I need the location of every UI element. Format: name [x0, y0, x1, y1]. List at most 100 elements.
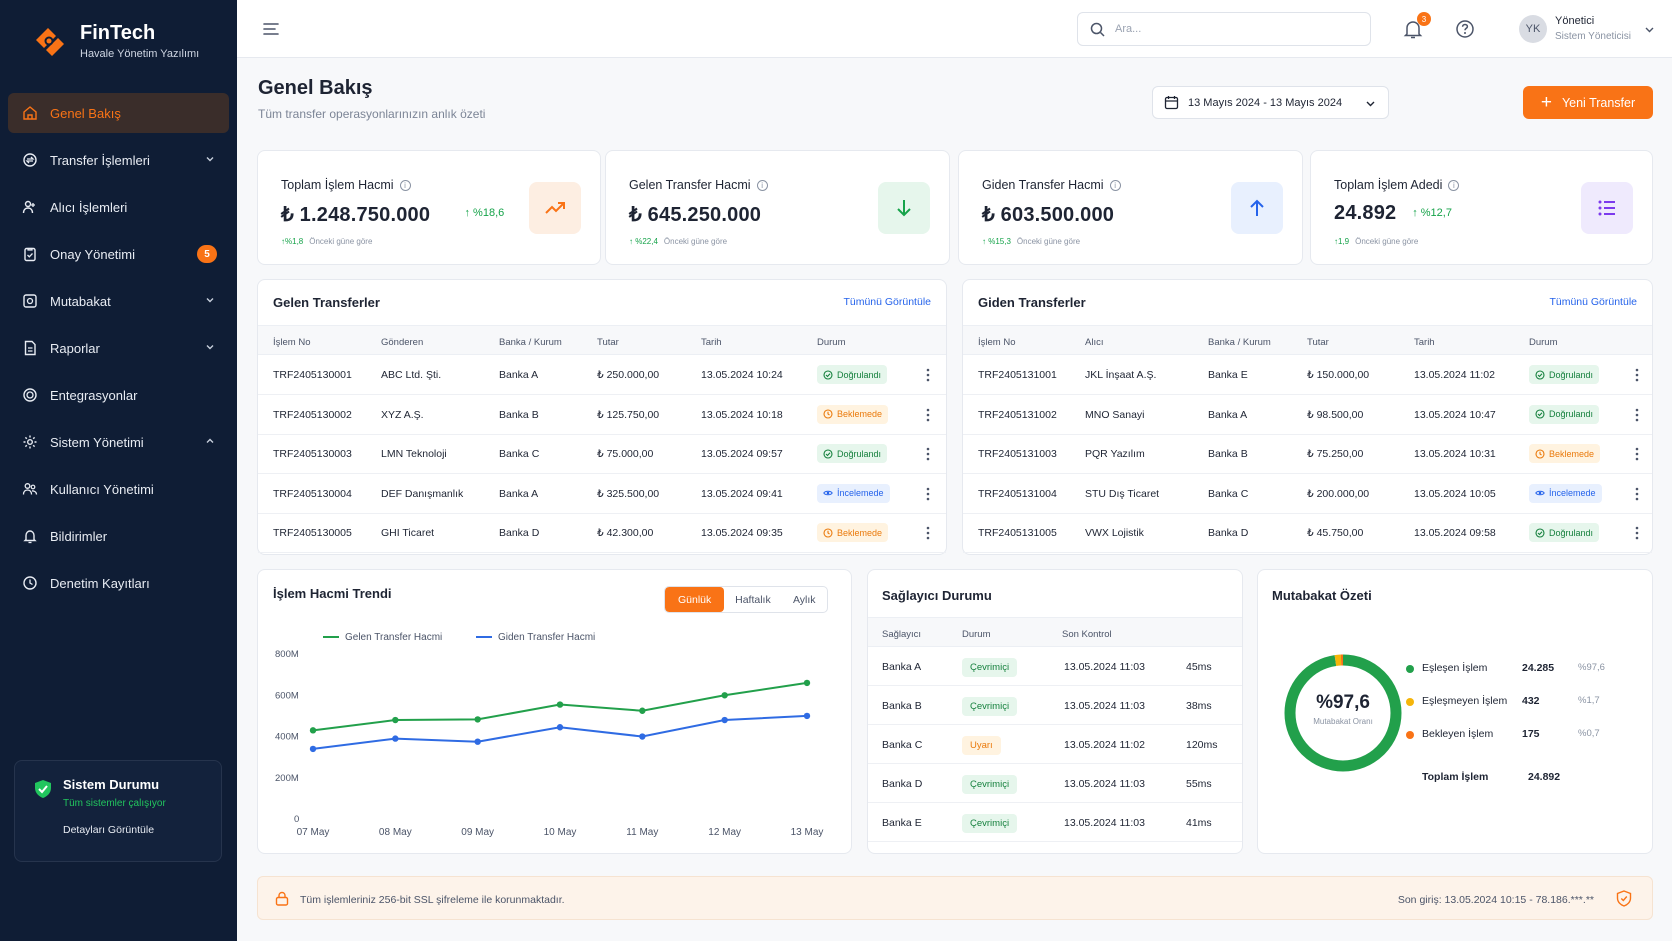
- check-circle-icon: [823, 448, 833, 459]
- row-actions-kebab-icon[interactable]: [926, 446, 930, 462]
- sidebar-item-user-manage[interactable]: Kullanıcı Yönetimi: [8, 469, 229, 509]
- sidebar-item-integration[interactable]: Entegrasyonlar: [8, 375, 229, 415]
- notification-bell-icon[interactable]: [1402, 18, 1424, 40]
- info-icon[interactable]: i: [1109, 179, 1121, 191]
- provider-row[interactable]: Banka C Uyarı 13.05.2024 11:02 120ms: [868, 725, 1242, 764]
- row-actions-kebab-icon[interactable]: [926, 486, 930, 502]
- data-point[interactable]: [474, 738, 481, 745]
- provider-status-card: Sağlayıcı Durumu Sağlayıcı Durum Son Kontr…: [867, 569, 1243, 854]
- donut-slice[interactable]: [1284, 654, 1402, 772]
- data-point[interactable]: [392, 735, 399, 742]
- data-point[interactable]: [639, 707, 646, 714]
- system-status-title: Sistem Durumu: [63, 777, 160, 792]
- reconciliation-rate: %97,6: [1316, 692, 1370, 713]
- cell-bank: Banka A: [499, 369, 539, 381]
- provider-row[interactable]: Banka E Çevrimiçi 13.05.2024 11:03 41ms: [868, 803, 1242, 842]
- data-point[interactable]: [639, 733, 646, 740]
- system-status-details-link[interactable]: Detayları Görüntüle: [63, 824, 155, 836]
- kpi-value: ₺ 1.248.750.000: [281, 204, 431, 226]
- kpi-footnote-text: Önceki güne göre: [1016, 237, 1081, 246]
- provider-status-badge: Uyarı: [962, 736, 1001, 755]
- cell-id: TRF2405131004: [978, 487, 1057, 500]
- period-tab[interactable]: Haftalık: [735, 593, 771, 606]
- search-input[interactable]: Ara...: [1077, 12, 1371, 46]
- sidebar-item-home[interactable]: Genel Bakış: [8, 93, 229, 133]
- table-row[interactable]: TRF2405130002 XYZ A.Ş. Banka B ₺ 125.750,00…: [258, 395, 946, 435]
- data-point[interactable]: [721, 716, 728, 724]
- table-row[interactable]: TRF2405131001 JKL İnşaat A.Ş. Banka E ₺ 150…: [963, 355, 1652, 395]
- cell-amount: ₺ 325.500,00: [597, 487, 660, 500]
- column-header: Alıcı: [1085, 337, 1104, 348]
- period-tab[interactable]: Günlük: [665, 587, 725, 612]
- table-row[interactable]: TRF2405130005 GHI Ticaret Banka D ₺ 42.300,…: [258, 513, 946, 553]
- sidebar-item-users[interactable]: Alıcı İşlemleri: [8, 187, 229, 227]
- data-point[interactable]: [392, 716, 399, 724]
- info-icon[interactable]: i: [756, 179, 768, 191]
- legend-value: 432: [1522, 695, 1540, 707]
- column-header: Durum: [962, 629, 991, 640]
- user-menu-chevron-down-icon[interactable]: [1644, 24, 1655, 35]
- reconciliation-title: Mutabakat Özeti: [1272, 588, 1372, 603]
- data-point[interactable]: [556, 701, 564, 708]
- kpi-title-text: Toplam İşlem Hacmi: [281, 178, 394, 192]
- table-row[interactable]: TRF2405130003 LMN Teknoloji Banka C ₺ 75.00…: [258, 434, 946, 474]
- table-row[interactable]: TRF2405131002 MNO Sanayi Banka A ₺ 98.500,0…: [963, 395, 1652, 435]
- incoming-view-all-link[interactable]: Tümünü Görüntüle: [843, 296, 931, 308]
- data-point[interactable]: [556, 724, 564, 731]
- provider-status-badge: Çevrimiçi: [962, 814, 1018, 833]
- column-header: İşlem No: [978, 337, 1016, 348]
- user-avatar[interactable]: YK: [1519, 15, 1547, 43]
- info-icon[interactable]: i: [1448, 179, 1460, 191]
- data-point[interactable]: [721, 692, 728, 699]
- date-range-picker[interactable]: 13 Mayıs 2024 - 13 Mayıs 2024: [1152, 86, 1389, 119]
- cell-bank: Banka A: [1208, 408, 1248, 421]
- legend-dot: [1406, 731, 1414, 739]
- status-badge: Doğrulandı: [1529, 365, 1600, 384]
- menu-toggle-icon[interactable]: [262, 21, 280, 37]
- data-point[interactable]: [803, 679, 811, 687]
- table-row[interactable]: TRF2405131004 STU Dış Ticaret Banka C ₺ 200…: [963, 474, 1652, 514]
- sidebar-item-audit[interactable]: Denetim Kayıtları: [8, 563, 229, 603]
- sidebar-item-clipboard-check[interactable]: Onay Yönetimi 5: [8, 234, 229, 274]
- row-actions-kebab-icon[interactable]: [1635, 367, 1639, 383]
- row-actions-kebab-icon[interactable]: [1635, 407, 1639, 423]
- provider-row[interactable]: Banka D Çevrimiçi 13.05.2024 11:03 55ms: [868, 764, 1242, 803]
- data-point[interactable]: [474, 716, 481, 723]
- data-point[interactable]: [803, 712, 811, 720]
- provider-status-title: Sağlayıcı Durumu: [882, 588, 992, 603]
- trend-up-icon: [529, 182, 581, 234]
- sidebar-item-reconcile[interactable]: Mutabakat: [8, 281, 229, 321]
- row-actions-kebab-icon[interactable]: [926, 367, 930, 383]
- sidebar-item-transfer[interactable]: Transfer İşlemleri: [8, 140, 229, 180]
- provider-row[interactable]: Banka A Çevrimiçi 13.05.2024 11:03 45ms: [868, 647, 1242, 686]
- user-name[interactable]: Yönetici: [1555, 15, 1595, 27]
- new-transfer-button[interactable]: + Yeni Transfer: [1523, 86, 1653, 119]
- period-tab[interactable]: Aylık: [792, 593, 816, 606]
- row-actions-kebab-icon[interactable]: [1635, 446, 1639, 462]
- provider-name: Banka A: [882, 661, 922, 673]
- help-icon[interactable]: [1455, 19, 1475, 39]
- table-row[interactable]: TRF2405131005 VWX Lojistik Banka D ₺ 45.750…: [963, 513, 1652, 553]
- info-icon[interactable]: i: [399, 179, 411, 191]
- table-row[interactable]: TRF2405131003 PQR Yazılım Banka B ₺ 75.250,…: [963, 434, 1652, 474]
- row-actions-kebab-icon[interactable]: [1635, 486, 1639, 502]
- sidebar-item-bell[interactable]: Bildirimler: [8, 516, 229, 556]
- kpi-title-text: Giden Transfer Hacmi: [982, 178, 1104, 192]
- cell-party: LMN Teknoloji: [381, 448, 447, 460]
- data-point[interactable]: [309, 745, 317, 753]
- row-actions-kebab-icon[interactable]: [926, 525, 930, 541]
- table-row[interactable]: TRF2405130004 DEF Danışmanlık Banka A ₺ 325…: [258, 474, 946, 514]
- brand-logo[interactable]: FinTech Havale Yönetim Yazılımı: [28, 20, 199, 62]
- sidebar-item-gear[interactable]: Sistem Yönetimi: [8, 422, 229, 462]
- cell-id: TRF2405130005: [273, 527, 352, 539]
- row-actions-kebab-icon[interactable]: [1635, 525, 1639, 541]
- row-actions-kebab-icon[interactable]: [926, 407, 930, 423]
- provider-row[interactable]: Banka B Çevrimiçi 13.05.2024 11:03 38ms: [868, 686, 1242, 725]
- cell-party: GHI Ticaret: [381, 527, 435, 539]
- x-tick-label: 13 May: [791, 827, 824, 838]
- table-row[interactable]: TRF2405130001 ABC Ltd. Şti. Banka A ₺ 250.0…: [258, 355, 946, 395]
- legend-name: Bekleyen İşlem: [1422, 728, 1494, 740]
- data-point[interactable]: [309, 727, 317, 734]
- sidebar-item-report[interactable]: Raporlar: [8, 328, 229, 368]
- outgoing-view-all-link[interactable]: Tümünü Görüntüle: [1549, 296, 1637, 308]
